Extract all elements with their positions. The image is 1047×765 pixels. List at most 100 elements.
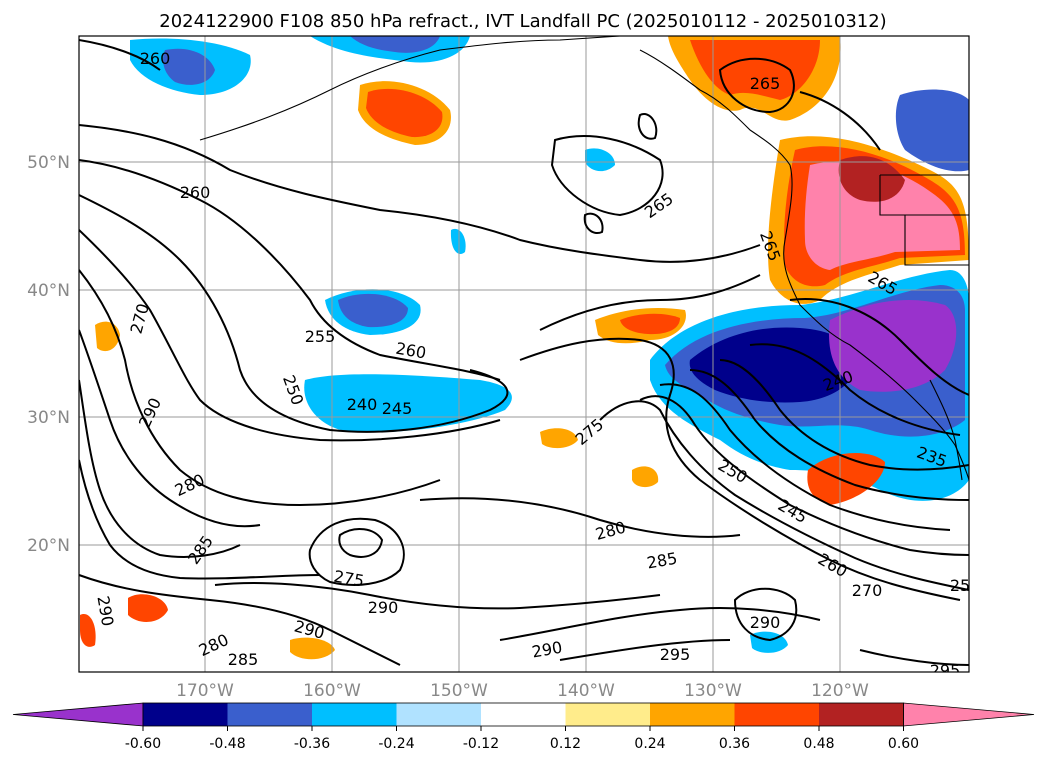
colorbar-segment bbox=[734, 703, 819, 726]
contour-label: 260 bbox=[140, 49, 171, 68]
negative-region-midpac-south bbox=[304, 374, 512, 433]
lon-label: 150°W bbox=[430, 681, 488, 701]
contour-label: 290 bbox=[368, 598, 399, 617]
negative-blob-north bbox=[585, 148, 615, 172]
colorbar-tick-label: 0.60 bbox=[888, 736, 919, 752]
contour-label: 260 bbox=[180, 183, 211, 202]
lon-label: 120°W bbox=[811, 681, 869, 701]
contour-label: 265 bbox=[750, 74, 781, 93]
contour-line bbox=[719, 359, 969, 471]
contour-line bbox=[639, 395, 969, 556]
colorbar-tick-label: -0.48 bbox=[209, 736, 245, 752]
negative-blob-center bbox=[450, 228, 466, 254]
contour-label: 245 bbox=[382, 399, 413, 418]
contour-label: 295 bbox=[930, 661, 961, 680]
colorbar-segment bbox=[650, 703, 735, 726]
contour-line bbox=[659, 383, 951, 531]
contour-line bbox=[79, 229, 501, 442]
contour-line bbox=[550, 135, 664, 217]
latitude-labels: 50°N 40°N 30°N 20°N bbox=[27, 153, 70, 556]
lon-label: 140°W bbox=[557, 681, 615, 701]
contour-line bbox=[79, 269, 441, 507]
contour-line bbox=[789, 298, 969, 396]
colorbar-tick-label: -0.24 bbox=[378, 736, 414, 752]
colorbar-tick-label: 0.48 bbox=[803, 736, 834, 752]
positive-blob-sw2 bbox=[128, 594, 168, 622]
colorbar-tick-label: 0.24 bbox=[634, 736, 665, 752]
contour-line bbox=[519, 337, 961, 601]
positive-region-pnw-core bbox=[804, 161, 960, 270]
negative-region-alaska-core bbox=[350, 36, 440, 53]
contour-line bbox=[799, 91, 881, 151]
contour-line bbox=[79, 459, 321, 580]
triangle-left-icon bbox=[12, 702, 144, 727]
contour-label: 270 bbox=[852, 581, 883, 600]
shaded-anomaly-fields bbox=[80, 36, 969, 660]
colorbar-segment bbox=[481, 703, 566, 726]
triangle-right-icon bbox=[903, 702, 1035, 727]
longitude-labels: 170°W 160°W 150°W 140°W 130°W 120°W bbox=[176, 681, 869, 701]
coastline-aleutians bbox=[199, 36, 621, 141]
colorbar-tick-label: 0.36 bbox=[719, 736, 750, 752]
lon-label: 170°W bbox=[176, 681, 234, 701]
lat-label: 30°N bbox=[27, 408, 70, 428]
colorbar-outline bbox=[142, 702, 904, 727]
colorbar-tick-label: -0.60 bbox=[125, 736, 161, 752]
lat-label: 50°N bbox=[27, 153, 70, 173]
positive-blob-mid bbox=[540, 428, 578, 449]
contour-line bbox=[79, 329, 261, 528]
negative-region-midpac-north-core bbox=[338, 293, 408, 328]
lon-label: 160°W bbox=[303, 681, 361, 701]
negative-region-east-core bbox=[689, 327, 860, 403]
map-title: 2024122900 F108 850 hPa refract., IVT La… bbox=[159, 11, 886, 32]
contour-line bbox=[338, 528, 384, 558]
contour-line bbox=[733, 587, 798, 642]
contour-line bbox=[308, 517, 405, 586]
contour-line bbox=[419, 497, 741, 538]
colorbar-segment bbox=[227, 703, 312, 726]
negative-region-nw-core bbox=[163, 48, 215, 85]
coastline-north-america bbox=[639, 49, 969, 481]
contour-line bbox=[79, 194, 509, 433]
colorbar-segment bbox=[312, 703, 397, 726]
colorbar-segment bbox=[396, 703, 481, 726]
contour-line bbox=[79, 159, 501, 381]
contour-line bbox=[79, 574, 401, 666]
contour-label: 285 bbox=[228, 650, 259, 669]
lat-label: 40°N bbox=[27, 281, 70, 301]
negative-blob-east bbox=[760, 438, 786, 466]
contour-line bbox=[583, 212, 604, 234]
positive-region-gulf-core bbox=[690, 40, 820, 100]
contour-line bbox=[499, 607, 821, 641]
colorbar: -0.60 -0.48 -0.36 -0.24 -0.12 0.12 0.24 0.36 0.4… bbox=[12, 702, 1035, 752]
positive-blob-south bbox=[290, 637, 335, 660]
state-borders bbox=[879, 174, 969, 266]
contour-line bbox=[79, 39, 161, 71]
contour-line bbox=[79, 379, 241, 558]
contour-line bbox=[559, 639, 731, 661]
positive-blob-sw bbox=[80, 614, 96, 647]
contour-line bbox=[214, 582, 661, 610]
graticule bbox=[79, 36, 969, 672]
positive-blob-mid2 bbox=[632, 466, 659, 488]
colorbar-tick-label: -0.12 bbox=[463, 736, 499, 752]
contour-line bbox=[599, 400, 969, 591]
contour-line bbox=[689, 369, 969, 501]
contour-line bbox=[718, 57, 795, 114]
negative-region-east-extreme bbox=[829, 300, 957, 392]
positive-region-central-east-core bbox=[620, 313, 680, 335]
contour-line bbox=[79, 124, 761, 263]
colorbar-tick-label: 0.12 bbox=[550, 736, 581, 752]
colorbar-segment bbox=[819, 703, 904, 726]
contour-label: 255 bbox=[305, 327, 336, 346]
contour-label: 25 bbox=[950, 576, 970, 595]
contour-line bbox=[859, 649, 969, 666]
positive-region-pnw-peak bbox=[838, 156, 905, 202]
lat-label: 20°N bbox=[27, 536, 70, 556]
negative-region-canada bbox=[895, 89, 969, 172]
contour-label: 290 bbox=[750, 613, 781, 632]
lon-label: 130°W bbox=[684, 681, 742, 701]
contour-line bbox=[749, 343, 961, 436]
contour-line bbox=[539, 274, 761, 331]
